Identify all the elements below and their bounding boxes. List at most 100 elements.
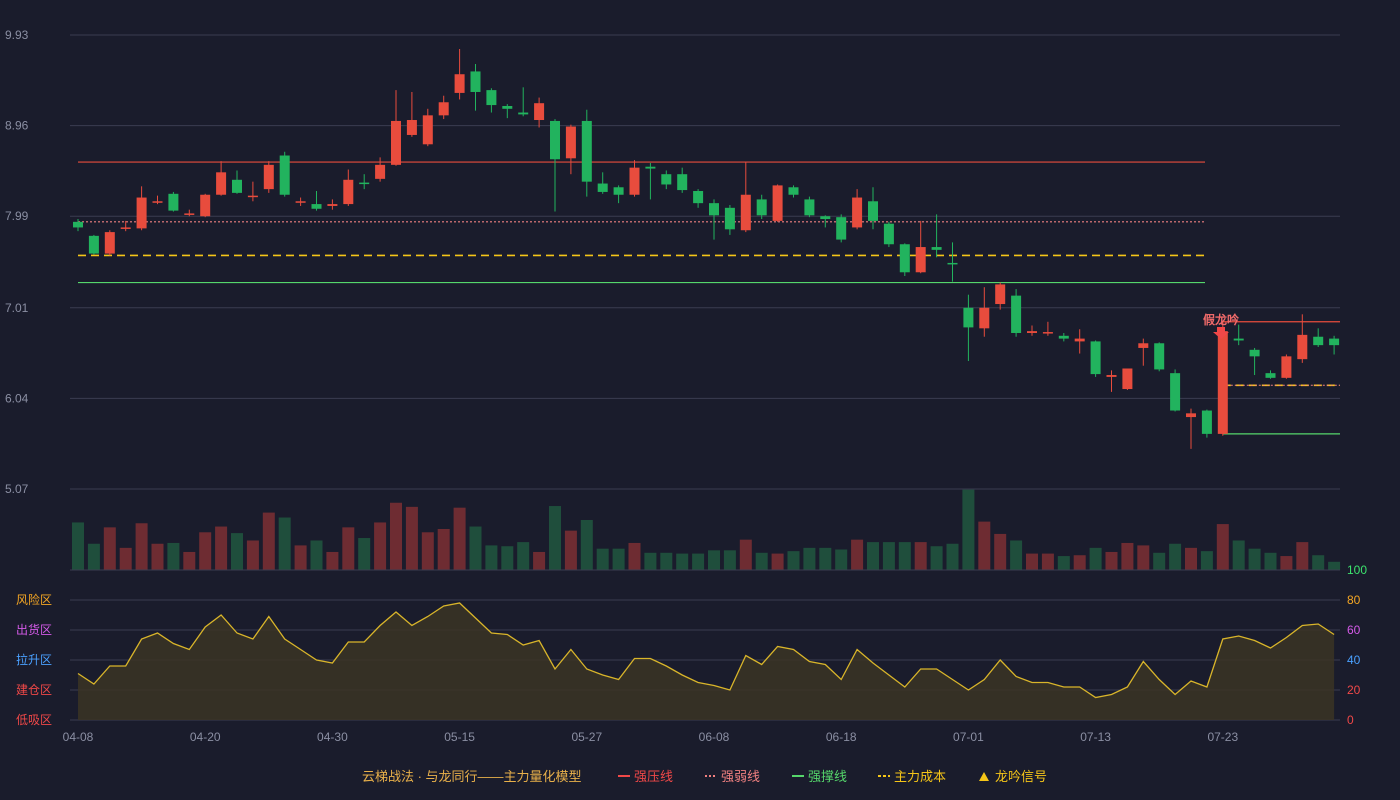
volume-bar <box>946 543 959 570</box>
volume-bar <box>994 533 1007 570</box>
candle-body <box>534 103 545 121</box>
legend-triangle-icon <box>979 772 989 781</box>
candle-body <box>1329 338 1340 346</box>
candle <box>1201 409 1212 438</box>
candle-body <box>263 164 274 190</box>
candle-body <box>661 174 672 185</box>
volume-bar <box>199 532 212 570</box>
oscillator-tick-label: 40 <box>1347 653 1361 667</box>
candle <box>1106 370 1117 392</box>
candle-body <box>295 201 306 203</box>
date-tick-label: 07-23 <box>1207 730 1238 744</box>
oscillator-series <box>77 602 1335 720</box>
legend: 云梯战法 · 与龙同行——主力量化模型 强压线 强弱线 强撑线 主力成本 龙吟信号 <box>362 769 1047 784</box>
volume-bar <box>914 542 927 570</box>
volume-bar <box>501 546 514 570</box>
candle <box>1042 321 1053 336</box>
legend-item-label: 主力成本 <box>894 769 946 784</box>
candle-body <box>1090 341 1101 375</box>
candle-body <box>200 194 211 217</box>
candle-body <box>391 120 401 165</box>
volume-bar <box>294 545 307 570</box>
candle <box>629 160 640 197</box>
candle <box>152 195 163 205</box>
candle-body <box>963 307 974 328</box>
candle <box>104 230 115 256</box>
volume-bar <box>851 539 864 570</box>
candle-body <box>836 217 847 240</box>
oscillator-tick-label: 80 <box>1347 593 1361 607</box>
volume-bar <box>1296 542 1309 570</box>
candle <box>534 97 545 128</box>
volume-bar <box>882 542 895 570</box>
candle-body <box>915 247 926 273</box>
candle-body <box>852 197 863 228</box>
volume-bar <box>723 550 736 570</box>
candle-body <box>1138 343 1149 348</box>
volume-bar <box>231 533 243 570</box>
date-tick-label: 06-08 <box>699 730 730 744</box>
volume-bar <box>660 552 673 570</box>
candle <box>518 87 529 117</box>
volume-bar <box>310 540 323 570</box>
candle-body <box>820 216 831 220</box>
date-tick-label: 07-13 <box>1080 730 1111 744</box>
candle <box>947 242 958 282</box>
date-tick-label: 04-30 <box>317 730 348 744</box>
volume-bar <box>676 553 689 570</box>
candle-body <box>406 120 417 135</box>
signal-label: 假龙吟 <box>1203 312 1239 327</box>
price-tick-label: 7.01 <box>5 301 29 315</box>
candle <box>565 124 576 175</box>
volume-bar <box>644 552 657 570</box>
volume-bar <box>1169 543 1182 570</box>
volume-bar <box>167 542 180 570</box>
candle-body <box>1011 295 1022 333</box>
candle-body <box>422 115 433 145</box>
signal-arrow-icon <box>1213 327 1229 339</box>
candle <box>422 108 433 147</box>
volume-bar <box>421 532 434 570</box>
date-tick-label: 05-27 <box>571 730 602 744</box>
candle-body <box>1042 332 1053 334</box>
volume-bar <box>246 540 259 570</box>
candle <box>995 282 1006 310</box>
volume-bar <box>1057 556 1070 570</box>
candle-body <box>279 155 290 195</box>
candle <box>311 191 322 211</box>
legend-item-label: 强弱线 <box>721 769 760 784</box>
candle <box>852 189 863 230</box>
volume-bar <box>485 545 498 570</box>
candle <box>1186 408 1196 449</box>
candle <box>184 209 195 217</box>
volume-bar <box>278 517 291 570</box>
volume-bar <box>533 551 546 570</box>
date-tick-label: 04-08 <box>63 730 94 744</box>
candle <box>502 104 513 119</box>
volume-bar <box>1328 561 1341 570</box>
candle <box>597 172 608 194</box>
candle <box>963 294 974 362</box>
candle-body <box>73 221 83 228</box>
candle-body <box>1297 334 1308 360</box>
candle-body <box>677 174 688 191</box>
candle <box>391 90 401 166</box>
volume-bar <box>612 548 625 570</box>
candle-body <box>152 201 163 203</box>
volume-bar <box>390 502 402 570</box>
candle <box>438 95 449 120</box>
volume-bar <box>1105 551 1118 570</box>
candle-body <box>1281 356 1292 378</box>
candle <box>899 243 910 277</box>
volume-bar <box>469 526 482 570</box>
candle-body <box>565 126 576 159</box>
candle <box>1011 289 1022 337</box>
candle-body <box>518 112 529 115</box>
candle <box>295 197 306 206</box>
volume-bar <box>755 552 768 570</box>
candle-body <box>1106 375 1117 377</box>
candle <box>327 199 338 210</box>
price-tick-label: 7.99 <box>5 209 29 223</box>
candle <box>1154 342 1165 372</box>
